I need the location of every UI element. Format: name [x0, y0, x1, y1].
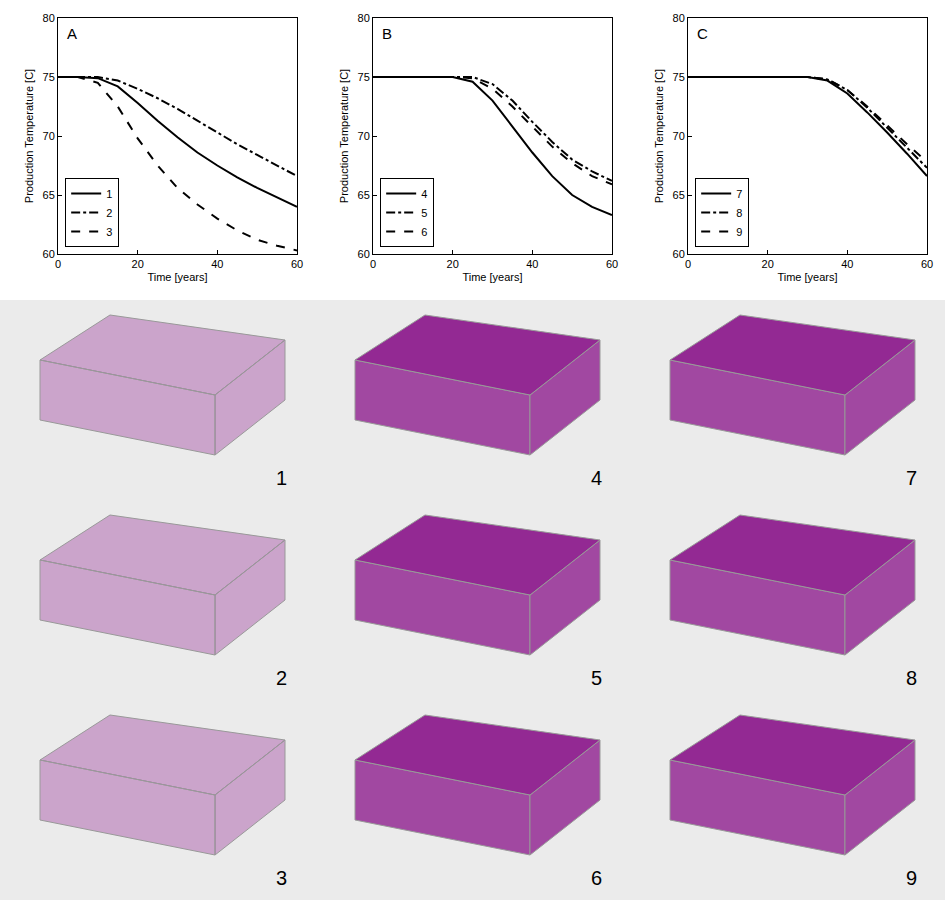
- svg-text:70: 70: [358, 130, 370, 142]
- html-text:1: 1: [275, 467, 287, 489]
- svg-text:80: 80: [673, 12, 685, 24]
- svg-text:0: 0: [55, 258, 61, 270]
- svg-text:80: 80: [43, 12, 55, 24]
- html-text:7: 7: [905, 467, 917, 489]
- svg-text:60: 60: [921, 258, 933, 270]
- svg-text:80: 80: [358, 12, 370, 24]
- html-text:8: 8: [905, 667, 917, 689]
- svg-text:5: 5: [421, 207, 427, 219]
- svg-text:20: 20: [132, 258, 144, 270]
- svg-text:0: 0: [370, 258, 376, 270]
- svg-text:65: 65: [673, 189, 685, 201]
- svg-text:20: 20: [762, 258, 774, 270]
- svg-text:70: 70: [673, 130, 685, 142]
- svg-text:75: 75: [43, 71, 55, 83]
- svg-text:3: 3: [106, 226, 112, 238]
- html-text:4: 4: [590, 467, 602, 489]
- svg-text:40: 40: [841, 258, 853, 270]
- svg-text:60: 60: [673, 248, 685, 260]
- svg-text:20: 20: [447, 258, 459, 270]
- svg-text:60: 60: [291, 258, 303, 270]
- svg-text:Time [years]: Time [years]: [777, 271, 837, 283]
- svg-text:Time [years]: Time [years]: [462, 271, 522, 283]
- html-text:2: 2: [275, 667, 287, 689]
- svg-text:75: 75: [358, 71, 370, 83]
- svg-text:60: 60: [43, 248, 55, 260]
- svg-text:60: 60: [358, 248, 370, 260]
- svg-text:7: 7: [736, 188, 742, 200]
- svg-text:C: C: [697, 25, 708, 42]
- svg-text:Time [years]: Time [years]: [147, 271, 207, 283]
- html-text:6: 6: [590, 867, 602, 889]
- svg-text:2: 2: [106, 207, 112, 219]
- svg-text:Production Temperature [C]: Production Temperature [C]: [23, 69, 35, 203]
- svg-text:A: A: [67, 25, 77, 42]
- svg-text:0: 0: [685, 258, 691, 270]
- html-text:3: 3: [275, 867, 287, 889]
- svg-text:65: 65: [43, 189, 55, 201]
- svg-text:8: 8: [736, 207, 742, 219]
- svg-text:6: 6: [421, 226, 427, 238]
- svg-text:75: 75: [673, 71, 685, 83]
- svg-text:40: 40: [526, 258, 538, 270]
- svg-text:4: 4: [421, 188, 427, 200]
- svg-text:60: 60: [606, 258, 618, 270]
- svg-text:9: 9: [736, 226, 742, 238]
- svg-text:70: 70: [43, 130, 55, 142]
- html-text:9: 9: [905, 867, 917, 889]
- svg-text:40: 40: [211, 258, 223, 270]
- html-text:5: 5: [590, 667, 602, 689]
- svg-text:65: 65: [358, 189, 370, 201]
- svg-text:1: 1: [106, 188, 112, 200]
- svg-text:Production Temperature [C]: Production Temperature [C]: [653, 69, 665, 203]
- svg-text:Production Temperature [C]: Production Temperature [C]: [338, 69, 350, 203]
- svg-text:B: B: [382, 25, 392, 42]
